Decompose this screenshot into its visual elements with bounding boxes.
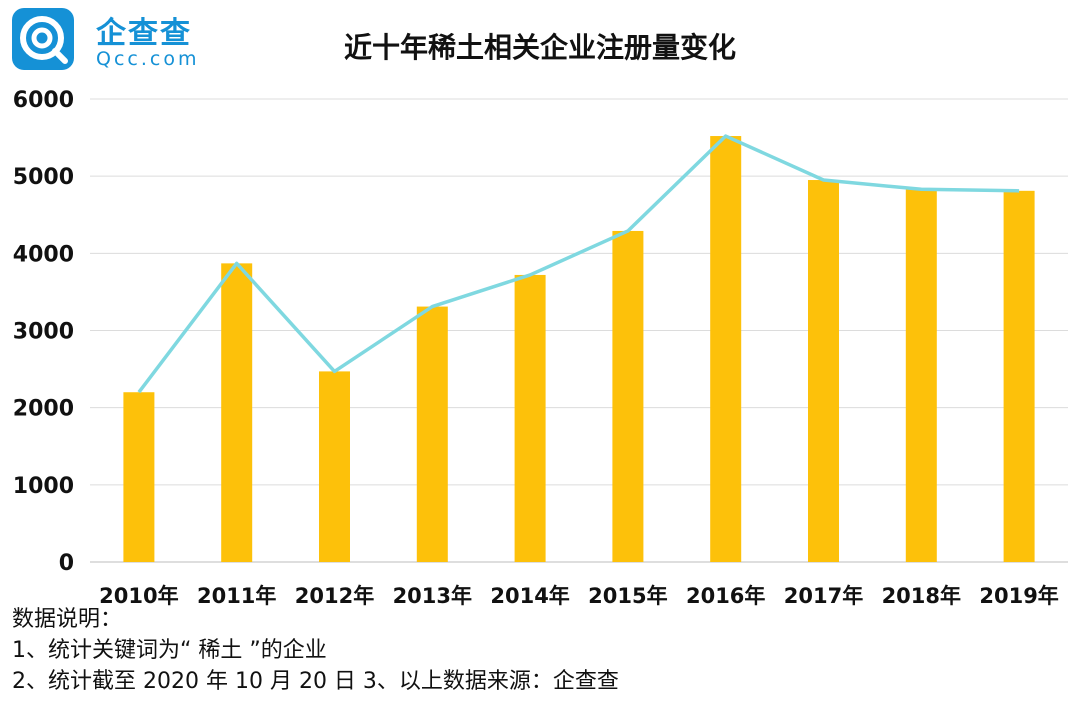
- y-tick-label: 0: [59, 551, 74, 576]
- notes-heading: 数据说明：: [12, 607, 123, 632]
- x-tick-label: 2012年: [295, 584, 374, 608]
- y-axis-tick-labels: 0 1000 2000 3000 4000 5000 6000: [13, 88, 74, 576]
- bar-1: [221, 263, 253, 562]
- qcc-logo-icon: [12, 8, 74, 70]
- y-tick-label: 3000: [13, 320, 74, 345]
- y-tick-label: 4000: [13, 242, 74, 267]
- x-tick-label: 2017年: [784, 584, 863, 608]
- brand-logo: 企查查 Qcc.com: [12, 6, 212, 70]
- x-tick-label: 2015年: [588, 584, 667, 608]
- bar-2: [319, 371, 350, 562]
- notes-line-1: 1、统计关键词为“ 稀土 ”的企业: [12, 638, 327, 663]
- bar-6: [710, 136, 742, 563]
- logo-brand-en: Qcc.com: [96, 48, 200, 70]
- x-axis-tick-labels: 2010年 2011年 2012年 2013年 2014年 2015年 2016年 2017年…: [99, 584, 1059, 608]
- x-tick-label: 2016年: [686, 584, 765, 608]
- bar-5: [612, 230, 644, 562]
- y-tick-label: 6000: [13, 88, 74, 113]
- bar-series: [123, 136, 1035, 563]
- x-tick-label: 2014年: [490, 584, 569, 608]
- bar-4: [514, 274, 546, 562]
- y-tick-label: 1000: [13, 474, 74, 499]
- x-tick-label: 2011年: [197, 584, 276, 608]
- trend-line: [137, 134, 1020, 394]
- x-tick-label: 2010年: [99, 584, 178, 608]
- logo-brand-cn: 企查查: [96, 16, 192, 51]
- x-tick-label: 2018年: [882, 584, 961, 608]
- bar-line-chart: 0 1000 2000 3000 4000 5000 6000 2010年 2011年 2012…: [13, 88, 1068, 608]
- x-tick-label: 2019年: [979, 584, 1058, 608]
- chart-title: 近十年稀土相关企业注册量变化: [343, 31, 736, 64]
- data-notes: 数据说明： 1、统计关键词为“ 稀土 ”的企业 2、统计截至 2020 年 10…: [12, 604, 619, 697]
- bar-9: [1003, 190, 1035, 562]
- bar-0: [123, 392, 155, 562]
- bar-7: [808, 180, 839, 562]
- bar-3: [416, 306, 448, 562]
- bar-8: [905, 189, 937, 562]
- notes-line-2: 2、统计截至 2020 年 10 月 20 日 3、以上数据来源：企查查: [12, 669, 619, 694]
- y-tick-label: 5000: [13, 165, 74, 190]
- y-tick-label: 2000: [13, 397, 74, 422]
- line-series: [137, 134, 1020, 394]
- x-tick-label: 2013年: [393, 584, 472, 608]
